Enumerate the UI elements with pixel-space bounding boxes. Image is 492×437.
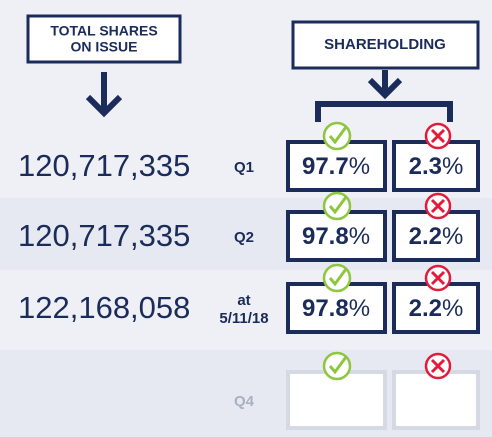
- check-mark: [328, 356, 348, 375]
- check-mark: [328, 196, 348, 215]
- shareholding-heading: SHAREHOLDING: [324, 36, 446, 53]
- check-icon: [322, 191, 352, 221]
- check-circle: [322, 191, 352, 221]
- total-shares-heading: ON ISSUE: [71, 39, 138, 55]
- check-mark: [328, 268, 348, 287]
- period-label: 5/11/18: [219, 310, 268, 327]
- check-icon: [322, 121, 352, 151]
- cross-mark: [430, 198, 446, 214]
- cross-icon: [424, 264, 452, 292]
- cross-icon: [424, 352, 452, 380]
- cross-mark: [430, 358, 446, 374]
- shares-value: 120,717,335: [18, 148, 190, 183]
- percentage: 2.3%: [409, 153, 464, 180]
- against-box: [392, 370, 480, 430]
- shares-value: 120,717,335: [18, 218, 190, 253]
- percentage: 2.2%: [409, 223, 464, 250]
- cross-mark: [430, 128, 446, 144]
- check-circle: [322, 263, 352, 293]
- cross-icon: [424, 192, 452, 220]
- period-label: Q1: [234, 159, 254, 176]
- against-box: [392, 140, 480, 192]
- percentage: 2.2%: [409, 295, 464, 322]
- total-shares-heading: TOTAL SHARES: [50, 23, 157, 39]
- check-circle: [322, 351, 352, 381]
- check-icon: [322, 263, 352, 293]
- cross-mark: [430, 270, 446, 286]
- total-shares-box: [26, 14, 182, 64]
- shareholding-box: [291, 20, 480, 70]
- check-mark: [328, 126, 348, 145]
- bracket-arrow: [315, 70, 453, 122]
- for-box: [286, 370, 387, 430]
- check-circle: [322, 121, 352, 151]
- period-label: at: [237, 292, 250, 309]
- against-box: [392, 210, 480, 262]
- shares-value: 122,168,058: [18, 290, 190, 325]
- period-label: Q4: [234, 393, 255, 410]
- percentage: 97.8%: [302, 223, 370, 250]
- arrow: [85, 72, 123, 118]
- percentage: 97.8%: [302, 295, 370, 322]
- check-icon: [322, 351, 352, 381]
- percentage: 97.7%: [302, 153, 370, 180]
- period-label: Q2: [234, 229, 254, 246]
- cross-icon: [424, 122, 452, 150]
